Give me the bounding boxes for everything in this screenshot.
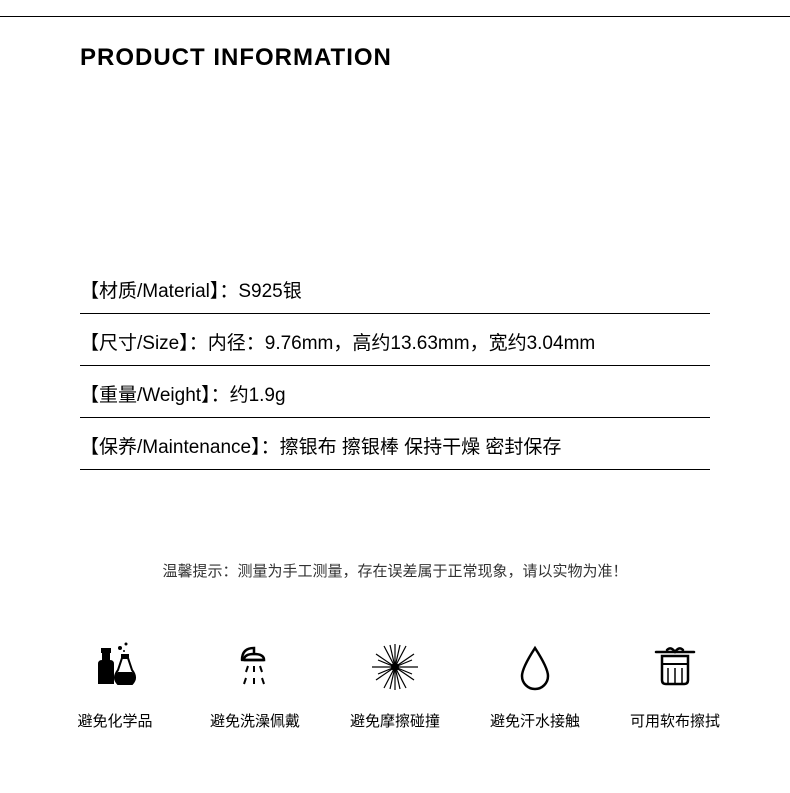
spec-row: 【材质/Material】：S925银 xyxy=(80,262,710,314)
care-label: 可用软布擦拭 xyxy=(630,710,720,731)
droplet-icon xyxy=(508,640,562,694)
care-item-friction: 避免摩擦碰撞 xyxy=(340,640,450,731)
tip-text: 温馨提示：测量为手工测量，存在误差属于正常现象，请以实物为准！ xyxy=(0,560,790,581)
spec-label: 【保养/Maintenance】： xyxy=(80,437,280,458)
friction-icon xyxy=(368,640,422,694)
top-divider xyxy=(0,16,790,17)
cloth-icon xyxy=(648,640,702,694)
care-label: 避免化学品 xyxy=(77,710,152,731)
spec-value: 擦银布 擦银棒 保持干燥 密封保存 xyxy=(280,437,562,458)
care-item-sweat: 避免汗水接触 xyxy=(480,640,590,731)
spec-label: 【重量/Weight】： xyxy=(80,385,230,406)
care-item-cloth: 可用软布擦拭 xyxy=(620,640,730,731)
care-item-shower: 避免洗澡佩戴 xyxy=(200,640,310,731)
spec-row: 【保养/Maintenance】：擦银布 擦银棒 保持干燥 密封保存 xyxy=(80,418,710,470)
spec-value: 约1.9g xyxy=(230,385,286,406)
care-row: 避免化学品 避免洗澡佩戴 xyxy=(0,640,790,731)
care-label: 避免摩擦碰撞 xyxy=(350,710,440,731)
spec-row: 【尺寸/Size】：内径：9.76mm，高约13.63mm，宽约3.04mm xyxy=(80,314,710,366)
page-title: PRODUCT INFORMATION xyxy=(80,44,392,72)
shower-icon xyxy=(228,640,282,694)
spec-label: 【尺寸/Size】： xyxy=(80,333,208,354)
spec-label: 【材质/Material】： xyxy=(80,281,238,302)
care-label: 避免汗水接触 xyxy=(490,710,580,731)
chemical-icon xyxy=(88,640,142,694)
spec-row: 【重量/Weight】：约1.9g xyxy=(80,366,710,418)
care-label: 避免洗澡佩戴 xyxy=(210,710,300,731)
care-item-chemical: 避免化学品 xyxy=(60,640,170,731)
spec-value: 内径：9.76mm，高约13.63mm，宽约3.04mm xyxy=(208,333,595,354)
spec-value: S925银 xyxy=(238,281,301,302)
spec-list: 【材质/Material】：S925银 【尺寸/Size】：内径：9.76mm，… xyxy=(80,262,710,470)
